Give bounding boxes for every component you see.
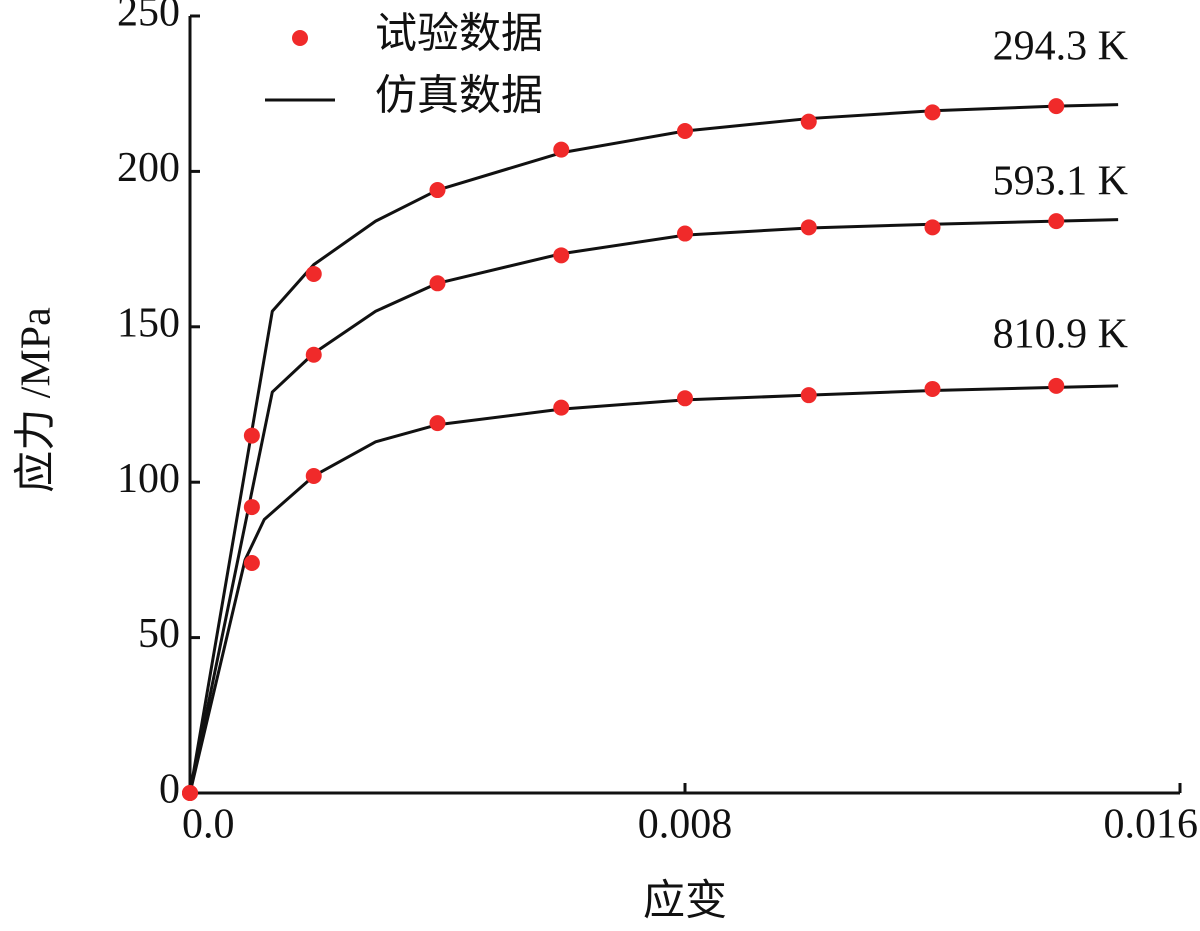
x-tick-label: 0.0	[182, 802, 235, 848]
y-tick-label: 250	[117, 0, 180, 36]
experiment-point	[305, 265, 322, 282]
legend-label: 仿真数据	[375, 74, 543, 120]
experiment-point	[182, 785, 198, 801]
legend-label: 试验数据	[375, 11, 543, 58]
experiment-point	[1048, 377, 1065, 394]
experiment-point	[553, 141, 570, 158]
x-axis-label: 应变	[643, 878, 727, 925]
y-tick-label: 50	[138, 611, 180, 657]
curve-label: 810.9 K	[993, 312, 1128, 358]
y-tick-label: 200	[117, 145, 180, 191]
y-tick-label: 100	[117, 456, 180, 502]
simulation-line	[188, 103, 1119, 794]
experiment-point	[243, 499, 260, 516]
experiment-point	[429, 275, 446, 292]
experiment-point	[1048, 213, 1065, 230]
y-tick-label: 0	[159, 767, 180, 813]
simulation-line	[188, 218, 1119, 794]
x-tick-label: 0.008	[638, 802, 733, 848]
y-tick-label: 150	[117, 300, 180, 346]
experiment-point	[677, 225, 693, 242]
experiment-point	[800, 113, 817, 130]
experiment-point	[677, 390, 693, 407]
x-tick-label: 0.016	[1104, 802, 1199, 848]
experiment-point	[305, 346, 322, 363]
curve-label: 294.3 K	[993, 24, 1128, 70]
curve-label: 593.1 K	[993, 159, 1128, 205]
legend-marker	[292, 30, 308, 46]
experiment-point	[553, 247, 570, 264]
experiment-point	[924, 104, 941, 121]
experiment-point	[924, 380, 941, 397]
simulation-line	[188, 384, 1119, 794]
experiment-point	[243, 555, 260, 572]
experiment-point	[677, 122, 693, 139]
experiment-point	[429, 182, 446, 199]
experiment-point	[800, 387, 817, 404]
experiment-point	[243, 427, 260, 444]
y-axis-label: 应力 /MPa	[13, 307, 60, 493]
experiment-point	[429, 415, 446, 432]
experiment-point	[800, 219, 817, 236]
experiment-point	[924, 219, 941, 236]
experiment-point	[305, 467, 322, 484]
experiment-point	[553, 399, 570, 416]
experiment-point	[1048, 98, 1065, 115]
